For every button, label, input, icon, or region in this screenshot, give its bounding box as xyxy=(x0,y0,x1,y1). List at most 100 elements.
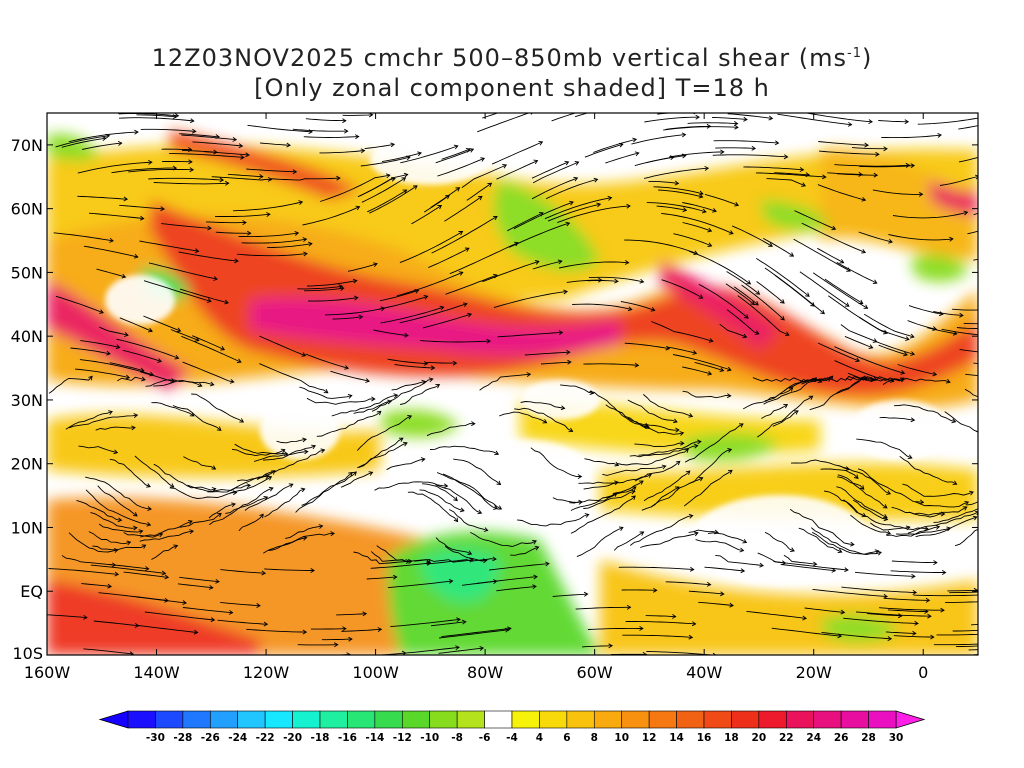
colorbar-swatch xyxy=(869,711,896,728)
streamline xyxy=(971,622,1024,625)
streamline-arrowhead xyxy=(998,252,1002,256)
colorbar-swatch xyxy=(786,711,813,728)
lat-label: 10S xyxy=(12,644,43,663)
streamline-arrowhead xyxy=(600,104,604,108)
lon-label: 60W xyxy=(577,663,613,682)
colorbar-label: -8 xyxy=(451,732,463,744)
colorbar-swatch xyxy=(210,711,237,728)
colorbar-swatch xyxy=(649,711,676,728)
lat-label: 30N xyxy=(11,391,43,410)
colorbar-swatch xyxy=(814,711,841,728)
colorbar-swatch xyxy=(731,711,758,728)
colorbar-swatch xyxy=(704,711,731,728)
streamline-arrowhead xyxy=(1002,375,1006,379)
colorbar-swatch xyxy=(293,711,320,728)
colorbar-swatch xyxy=(567,711,594,728)
colorbar-label: 10 xyxy=(614,732,629,744)
colorbar-swatch xyxy=(594,711,621,728)
colorbar-swatch xyxy=(759,711,786,728)
colorbar-swatch xyxy=(402,711,429,728)
streamline-arrowhead xyxy=(1001,352,1005,356)
streamline-arrowhead xyxy=(1015,490,1019,494)
colorbar-label: -26 xyxy=(201,732,220,744)
colorbar-label: 14 xyxy=(669,732,684,744)
lon-label: 0 xyxy=(918,663,928,682)
streamline-arrowhead xyxy=(987,644,991,648)
lon-label: 140W xyxy=(133,663,180,682)
streamline-arrowhead xyxy=(988,114,992,118)
streamline-arrowhead xyxy=(1016,588,1020,592)
lat-label: 70N xyxy=(11,136,43,155)
colorbar-label: 26 xyxy=(834,732,849,744)
lat-label: EQ xyxy=(20,582,43,601)
colorbar-label: -28 xyxy=(173,732,192,744)
streamline xyxy=(983,247,1024,270)
streamline-arrowhead xyxy=(988,334,992,338)
streamline xyxy=(973,363,1024,365)
colorbar-swatch xyxy=(512,711,539,728)
colorbar-label: -18 xyxy=(311,732,330,744)
streamline-arrowhead xyxy=(1015,194,1019,198)
colorbar-label: -20 xyxy=(283,732,302,744)
colorbar-label: -6 xyxy=(479,732,491,744)
streamline-arrowhead xyxy=(625,102,629,106)
colorbar-swatch xyxy=(375,711,402,728)
streamline-arrowhead xyxy=(1018,322,1022,326)
lat-label: 50N xyxy=(11,263,43,282)
streamline xyxy=(311,629,346,630)
colorbar: -30 -28 -26 -24 -22 -20 -18 -16 -14 -12 -10 -8 -6 -4 4… xyxy=(100,711,924,744)
lat-label: 60N xyxy=(11,200,43,219)
streamline-arrowhead xyxy=(980,593,984,597)
streamline xyxy=(973,651,1024,655)
streamline-arrowhead xyxy=(1016,479,1020,483)
lat-label: 10N xyxy=(11,518,43,537)
colorbar-swatch xyxy=(430,711,457,728)
streamline-arrowhead xyxy=(1000,641,1004,645)
colorbar-swatch xyxy=(485,711,512,728)
colorbar-label: 6 xyxy=(563,732,570,744)
lon-label: 100W xyxy=(352,663,399,682)
lon-label: 120W xyxy=(243,663,290,682)
colorbar-label: -22 xyxy=(256,732,275,744)
streamline-arrowhead xyxy=(1016,597,1020,601)
streamline-arrowhead xyxy=(982,505,986,509)
colorbar-swatch xyxy=(183,711,210,728)
streamline-arrowhead xyxy=(1009,422,1013,426)
colorbar-swatch xyxy=(128,711,155,728)
colorbar-label: -30 xyxy=(146,732,165,744)
streamline-arrowhead xyxy=(1015,317,1019,321)
colorbar-label: 20 xyxy=(752,732,767,744)
streamline xyxy=(974,194,1019,215)
lon-label: 80W xyxy=(467,663,503,682)
colorbar-label: 28 xyxy=(861,732,876,744)
colorbar-label: -24 xyxy=(228,732,247,744)
colorbar-label: -14 xyxy=(365,732,384,744)
colorbar-label: -12 xyxy=(393,732,412,744)
colorbar-swatch xyxy=(539,711,566,728)
lat-label: 20N xyxy=(11,455,43,474)
colorbar-label: 18 xyxy=(724,732,739,744)
streamline xyxy=(983,490,1020,505)
colorbar-swatch xyxy=(238,711,265,728)
colorbar-swatch xyxy=(347,711,374,728)
streamline-arrowhead xyxy=(984,154,988,158)
colorbar-swatch xyxy=(841,711,868,728)
colorbar-label: 16 xyxy=(697,732,712,744)
colorbar-swatch xyxy=(677,711,704,728)
colorbar-label: 8 xyxy=(591,732,598,744)
streamline xyxy=(983,408,1013,425)
streamline-arrowhead xyxy=(993,632,997,636)
colorbar-label: 22 xyxy=(779,732,794,744)
streamline-arrowhead xyxy=(988,435,992,439)
colorbar-swatch xyxy=(155,711,182,728)
streamline-arrowhead xyxy=(1005,511,1009,515)
colorbar-swatch xyxy=(320,711,347,728)
streamline xyxy=(985,450,1024,456)
lon-label: 40W xyxy=(686,663,722,682)
streamline-arrowhead xyxy=(984,308,988,312)
colorbar-label: 30 xyxy=(889,732,904,744)
colorbar-label: 24 xyxy=(806,732,821,744)
streamline-arrowhead xyxy=(994,628,998,632)
colorbar-right-arrow xyxy=(896,711,924,728)
